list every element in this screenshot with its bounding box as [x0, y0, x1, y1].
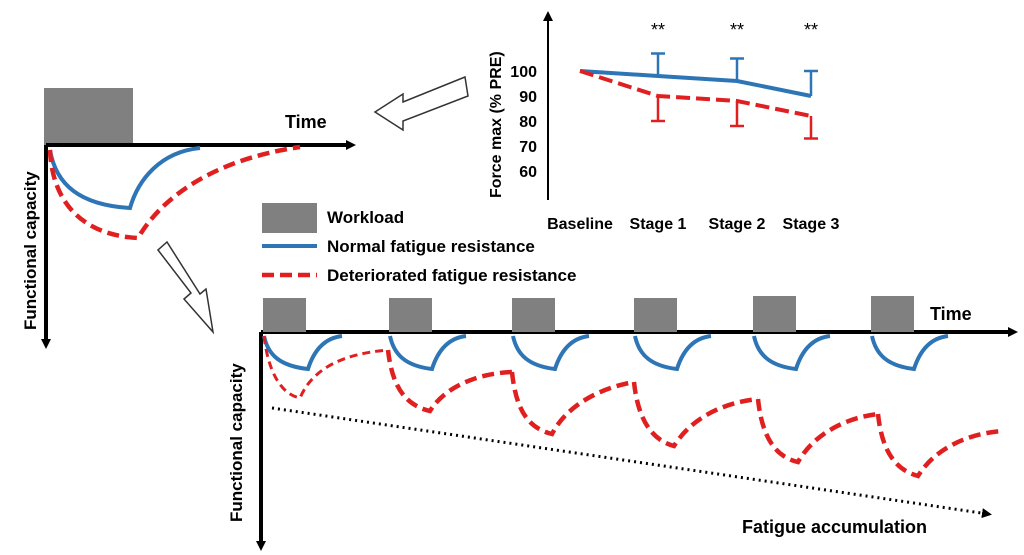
bottom-panel: Time Functional capacity Fatigue accumul… — [227, 296, 1018, 551]
legend: Workload Normal fatigue resistance Deter… — [262, 203, 576, 285]
inset-chart: Force max (% PRE) 60 70 80 90 100 Baseline St… — [488, 11, 840, 233]
arrow-to-bottom — [156, 240, 215, 335]
normal-dip-6 — [870, 334, 949, 372]
chart-y-label: Force max (% PRE) — [488, 51, 505, 198]
y-tick-2: 80 — [519, 114, 537, 131]
series-line-0 — [579, 69, 812, 98]
workload-block-3 — [512, 298, 555, 332]
fatigue-accumulation-label: Fatigue accumulation — [742, 517, 927, 537]
bottom-capacity-label: Functional capacity — [227, 363, 246, 522]
deteriorated-dip-2 — [385, 349, 513, 414]
y-tick-4: 100 — [510, 64, 537, 81]
legend-deteriorated-label: Deteriorated fatigue resistance — [327, 266, 576, 285]
workload-block-6 — [871, 296, 914, 332]
time-label: Time — [285, 112, 327, 132]
y-tick-3: 90 — [519, 89, 537, 106]
annotation-layer: ** ** ** — [651, 20, 818, 40]
normal-dip-1 — [262, 334, 343, 372]
deteriorated-curve — [47, 144, 301, 241]
significance-mark-1: ** — [730, 20, 744, 40]
legend-normal-label: Normal fatigue resistance — [327, 237, 535, 256]
series-layer — [579, 52, 818, 140]
normal-dip-5 — [752, 334, 831, 372]
normal-dip-3 — [511, 334, 590, 372]
normal-dip-2 — [388, 334, 467, 372]
workload-block-1 — [263, 298, 306, 332]
x-tick-1: Stage 1 — [630, 216, 687, 233]
workload-block-4 — [634, 298, 677, 332]
y-tick-1: 70 — [519, 139, 537, 156]
arrow-from-chart — [373, 75, 469, 132]
x-tick-group: Baseline Stage 1 Stage 2 Stage 3 — [547, 216, 839, 233]
series-line-1 — [579, 69, 812, 118]
legend-workload-label: Workload — [327, 208, 404, 227]
top-left-panel: Time Functional capacity — [21, 88, 356, 349]
deteriorated-dip-4 — [631, 381, 759, 449]
deteriorated-dip-6 — [875, 413, 1003, 479]
capacity-label: Functional capacity — [21, 171, 40, 330]
significance-mark-0: ** — [651, 20, 665, 40]
y-tick-group: 60 70 80 90 100 — [510, 64, 537, 181]
normal-dip-4 — [633, 334, 712, 372]
x-tick-0: Baseline — [547, 216, 613, 233]
significance-mark-2: ** — [804, 20, 818, 40]
deteriorated-dip-1 — [262, 335, 389, 400]
fatigue-trend-line — [271, 406, 992, 519]
workload-block — [44, 88, 133, 145]
workload-block-5 — [753, 296, 796, 332]
x-tick-3: Stage 3 — [783, 216, 840, 233]
deteriorated-dip-5 — [755, 398, 879, 465]
normal-curve — [48, 146, 201, 211]
x-tick-2: Stage 2 — [709, 216, 766, 233]
workload-block-2 — [389, 298, 432, 332]
bottom-time-label: Time — [930, 304, 972, 324]
legend-workload-swatch — [262, 203, 317, 233]
y-tick-0: 60 — [519, 164, 537, 181]
deteriorated-dip-3 — [509, 371, 635, 437]
